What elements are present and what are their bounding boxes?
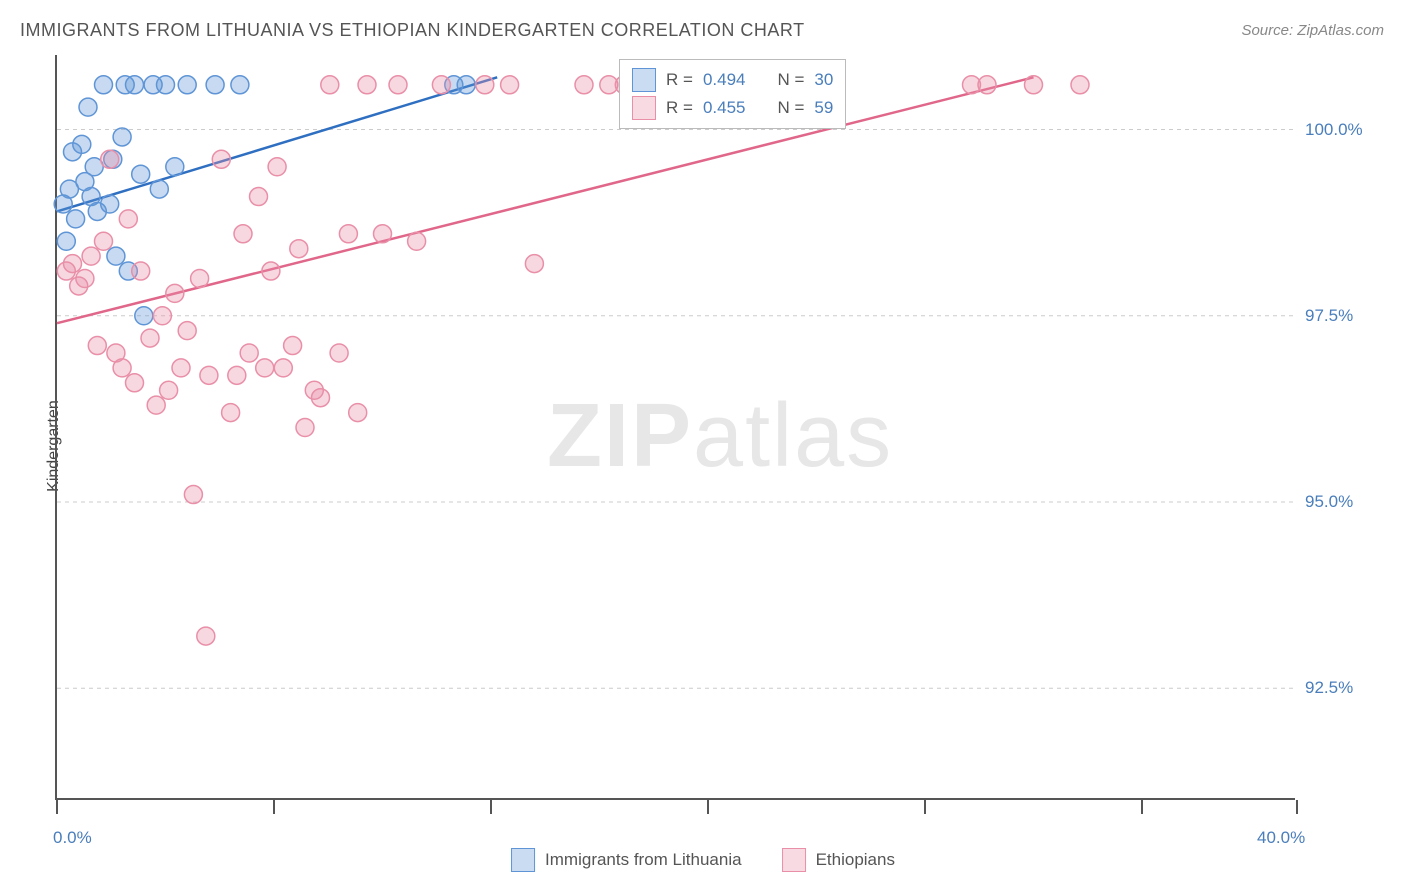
n-value: 30 bbox=[814, 70, 833, 90]
n-label: N = bbox=[777, 98, 804, 118]
chart-title: IMMIGRANTS FROM LITHUANIA VS ETHIOPIAN K… bbox=[20, 20, 805, 41]
legend-chip bbox=[632, 68, 656, 92]
stats-legend: R = 0.494 N = 30 R = 0.455 N = 59 bbox=[619, 59, 846, 129]
y-tick-label: 97.5% bbox=[1305, 306, 1385, 326]
legend-chip bbox=[511, 848, 535, 872]
x-tick-label: 0.0% bbox=[53, 828, 92, 848]
legend-label: Immigrants from Lithuania bbox=[545, 850, 742, 870]
legend-item: Ethiopians bbox=[782, 848, 895, 872]
r-value: 0.455 bbox=[703, 98, 746, 118]
n-value: 59 bbox=[814, 98, 833, 118]
legend-chip bbox=[782, 848, 806, 872]
x-tick-label: 40.0% bbox=[1257, 828, 1305, 848]
y-tick-label: 95.0% bbox=[1305, 492, 1385, 512]
y-tick-label: 92.5% bbox=[1305, 678, 1385, 698]
r-label: R = bbox=[666, 70, 693, 90]
series-legend: Immigrants from Lithuania Ethiopians bbox=[511, 848, 895, 872]
legend-chip bbox=[632, 96, 656, 120]
source-attribution: Source: ZipAtlas.com bbox=[1241, 22, 1384, 39]
y-tick-label: 100.0% bbox=[1305, 120, 1385, 140]
plot-area: ZIPatlas R = 0.494N = 30R = 0.455N = 59 … bbox=[55, 55, 1295, 800]
r-value: 0.494 bbox=[703, 70, 746, 90]
legend-label: Ethiopians bbox=[816, 850, 895, 870]
chart-svg bbox=[57, 55, 1297, 800]
n-label: N = bbox=[777, 70, 804, 90]
legend-item: Immigrants from Lithuania bbox=[511, 848, 742, 872]
r-label: R = bbox=[666, 98, 693, 118]
stats-legend-row: R = 0.455 N = 59 bbox=[632, 94, 833, 122]
stats-legend-row: R = 0.494 N = 30 bbox=[632, 66, 833, 94]
